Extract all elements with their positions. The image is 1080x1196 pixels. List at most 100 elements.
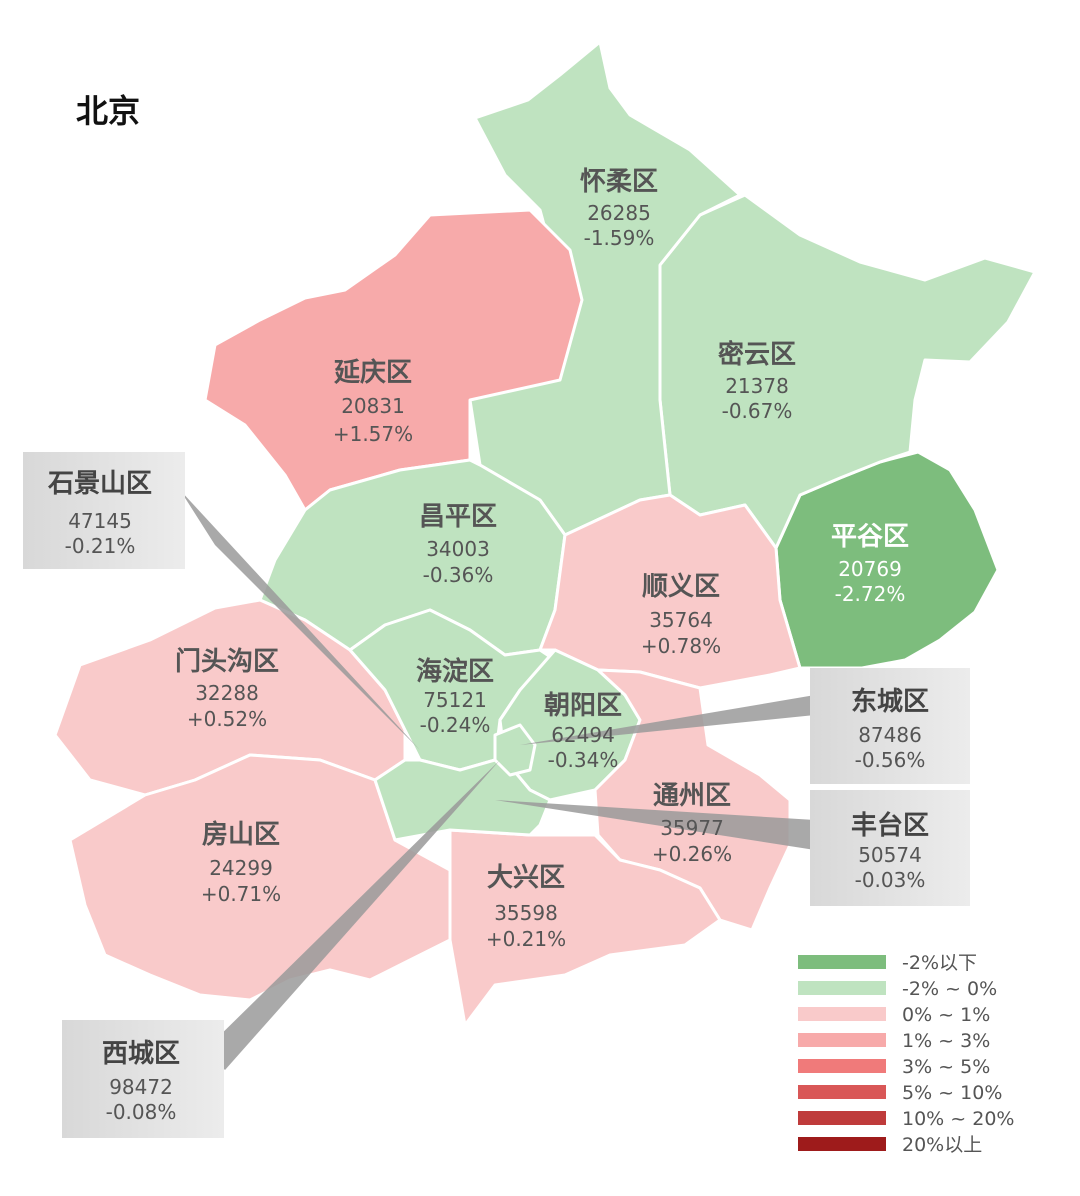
legend-swatch	[798, 1059, 886, 1073]
callout-box-bg	[810, 790, 970, 906]
legend-item: 3% ~ 5%	[798, 1056, 990, 1078]
district-change: +0.71%	[201, 882, 281, 906]
label-mentougou: 门头沟区 32288 +0.52%	[175, 647, 279, 731]
district-name: 密云区	[718, 339, 796, 370]
callout-shijingshan[interactable]: 石景山区 47145 -0.21%	[23, 452, 185, 569]
district-value: 32288	[195, 681, 259, 705]
legend-label: 3% ~ 5%	[902, 1056, 990, 1078]
callout-fengtai[interactable]: 丰台区 50574 -0.03%	[810, 790, 970, 906]
legend-swatch	[798, 1085, 886, 1099]
legend-swatch	[798, 955, 886, 969]
label-yanqing: 延庆区 20831 +1.57%	[333, 357, 413, 446]
label-huairou: 怀柔区 26285 -1.59%	[580, 167, 658, 250]
leader-dongcheng	[520, 695, 815, 745]
label-tongzhou: 通州区 35977 +0.26%	[652, 781, 732, 866]
legend-swatch	[798, 1137, 886, 1151]
district-change: -0.36%	[423, 563, 494, 587]
callout-box-bg	[810, 668, 970, 784]
callout-box-bg	[62, 1020, 224, 1138]
callout-boxes: 石景山区 47145 -0.21% 东城区 87486 -0.56% 丰台区 5…	[23, 452, 970, 1138]
legend-label: 20%以上	[902, 1134, 982, 1156]
region-fangshan[interactable]	[68, 753, 452, 1002]
district-change: -0.24%	[420, 713, 491, 737]
legend-swatch	[798, 1111, 886, 1125]
label-pinggu: 平谷区 20769 -2.72%	[831, 522, 909, 606]
district-name: 大兴区	[487, 863, 565, 893]
district-value: 26285	[587, 201, 651, 225]
district-value: 34003	[426, 537, 490, 561]
region-shunyi[interactable]	[538, 493, 802, 690]
district-labels: 怀柔区 26285 -1.59% 密云区 21378 -0.67% 延庆区 20…	[175, 167, 909, 951]
callout-change: -0.21%	[65, 534, 136, 558]
legend-item: 1% ~ 3%	[798, 1030, 990, 1052]
district-name: 昌平区	[419, 502, 497, 532]
legend-swatch	[798, 1007, 886, 1021]
legend-item: 5% ~ 10%	[798, 1082, 1002, 1104]
label-fangshan: 房山区 24299 +0.71%	[201, 820, 281, 906]
district-value: 20831	[341, 394, 405, 418]
callout-value: 87486	[858, 723, 922, 747]
leader-xicheng	[205, 760, 500, 1070]
legend-item: 0% ~ 1%	[798, 1004, 990, 1026]
legend-swatch	[798, 981, 886, 995]
callout-box-bg	[23, 452, 185, 569]
callout-change: -0.03%	[855, 868, 926, 892]
label-haidian: 海淀区 75121 -0.24%	[416, 656, 494, 737]
district-name: 平谷区	[831, 522, 909, 552]
callout-value: 50574	[858, 843, 922, 867]
district-name: 房山区	[202, 820, 280, 850]
legend-label: 1% ~ 3%	[902, 1030, 990, 1052]
callout-change: -0.08%	[106, 1100, 177, 1124]
legend-label: -2%以下	[902, 952, 977, 974]
district-value: 62494	[551, 723, 615, 747]
callout-leaders	[180, 490, 815, 1070]
label-chaoyang: 朝阳区 62494 -0.34%	[544, 690, 622, 772]
callout-name: 东城区	[851, 686, 929, 717]
leader-shijingshan	[180, 490, 420, 750]
callout-change: -0.56%	[855, 748, 926, 772]
legend: -2%以下 -2% ~ 0% 0% ~ 1% 1% ~ 3% 3% ~ 5% 5…	[798, 952, 1014, 1156]
legend-label: 0% ~ 1%	[902, 1004, 990, 1026]
district-change: +0.21%	[486, 927, 566, 951]
map-title: 北京	[76, 92, 140, 130]
legend-swatch	[798, 1033, 886, 1047]
label-changping: 昌平区 34003 -0.36%	[419, 502, 497, 587]
label-shunyi: 顺义区 35764 +0.78%	[641, 572, 721, 658]
district-name: 通州区	[653, 781, 731, 811]
district-change: +1.57%	[333, 422, 413, 446]
legend-label: -2% ~ 0%	[902, 978, 997, 1000]
district-name: 延庆区	[333, 357, 412, 388]
callout-value: 47145	[68, 509, 132, 533]
legend-item: 10% ~ 20%	[798, 1108, 1014, 1130]
region-daxing[interactable]	[448, 828, 722, 1027]
district-value: 75121	[423, 688, 487, 712]
callout-value: 98472	[109, 1075, 173, 1099]
district-change: -1.59%	[584, 226, 655, 250]
district-value: 35598	[494, 901, 558, 925]
region-yanqing[interactable]	[203, 208, 584, 512]
district-name: 海淀区	[416, 656, 494, 687]
district-change: +0.78%	[641, 634, 721, 658]
district-change: +0.26%	[652, 842, 732, 866]
district-change: -0.34%	[548, 748, 619, 772]
district-value: 35764	[649, 608, 713, 632]
callout-xicheng[interactable]: 西城区 98472 -0.08%	[62, 1020, 224, 1138]
callout-name: 西城区	[102, 1039, 180, 1069]
callout-dongcheng[interactable]: 东城区 87486 -0.56%	[810, 668, 970, 784]
district-change: -2.72%	[835, 582, 906, 606]
legend-item: -2%以下	[798, 952, 977, 974]
label-daxing: 大兴区 35598 +0.21%	[486, 863, 566, 951]
district-name: 顺义区	[642, 572, 720, 602]
district-name: 门头沟区	[175, 647, 279, 677]
callout-name: 丰台区	[851, 810, 929, 841]
leader-fengtai	[495, 800, 815, 850]
district-name: 怀柔区	[580, 167, 658, 197]
district-change: +0.52%	[187, 707, 267, 731]
region-xicheng-dongcheng[interactable]	[493, 723, 537, 777]
legend-label: 10% ~ 20%	[902, 1108, 1014, 1130]
label-miyun: 密云区 21378 -0.67%	[718, 339, 796, 423]
district-regions	[53, 40, 1037, 1027]
district-value: 35977	[660, 816, 724, 840]
legend-item: -2% ~ 0%	[798, 978, 997, 1000]
